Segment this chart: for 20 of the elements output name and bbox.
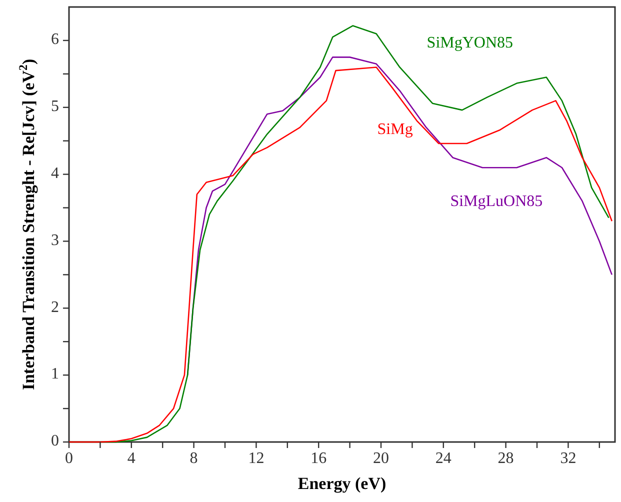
x-tick-label: 20 [373,450,389,467]
x-tick-label: 16 [310,450,327,467]
x-tick-label: 24 [435,450,452,467]
x-tick-label: 8 [190,450,198,467]
y-tick-label: 6 [51,31,59,48]
x-tick-label: 32 [560,450,576,467]
series-label: SiMg [377,120,413,138]
y-tick-label: 5 [51,98,59,116]
x-axis-title: Energy (eV) [298,474,386,493]
y-tick-label: 0 [51,432,59,450]
y-tick-label: 1 [51,366,59,383]
x-tick-label: 0 [65,450,73,467]
y-tick-label: 4 [51,164,59,182]
x-tick-label: 4 [127,450,136,467]
series-label: SiMgYON85 [426,34,514,52]
x-tick-label: 28 [498,450,514,467]
y-tick-label: 3 [51,232,59,249]
x-tick-label: 12 [248,450,264,467]
y-tick-label: 2 [51,298,59,316]
series-label: SiMgLuON85 [450,193,543,210]
